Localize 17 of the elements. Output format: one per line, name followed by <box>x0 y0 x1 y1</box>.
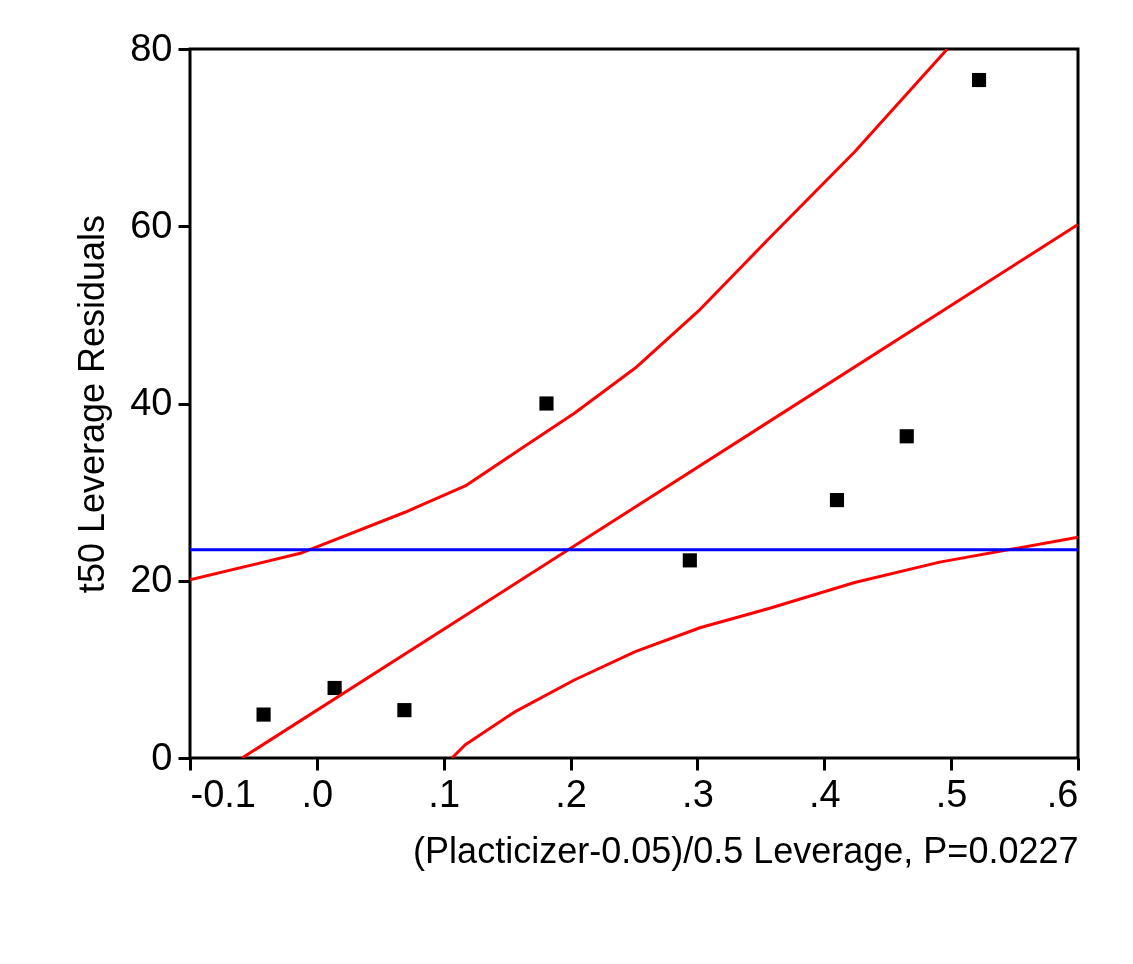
y-tick-label: 40 <box>130 381 173 423</box>
x-tick-label: .6 <box>1046 772 1079 815</box>
y-axis-title: t50 Leverage Residuals <box>71 214 113 594</box>
line-series <box>190 49 949 582</box>
x-tick-label: .3 <box>682 772 714 815</box>
y-tick-label: 60 <box>130 203 173 246</box>
y-tick-label: 0 <box>151 735 173 778</box>
x-tick-label: .1 <box>428 772 461 815</box>
line-series <box>450 535 1078 758</box>
x-tick-label: .5 <box>935 772 968 815</box>
x-tick-label: -0.1 <box>190 772 256 815</box>
x-axis-title: (Placticizer-0.05)/0.5 Leverage, P=0.0227 <box>413 829 1079 871</box>
x-tick-label: .0 <box>301 772 334 815</box>
y-tick-label: 20 <box>130 558 173 601</box>
x-tick-label: .2 <box>555 772 587 815</box>
x-tick-label: .4 <box>808 772 841 815</box>
y-tick-label: 80 <box>130 26 173 69</box>
